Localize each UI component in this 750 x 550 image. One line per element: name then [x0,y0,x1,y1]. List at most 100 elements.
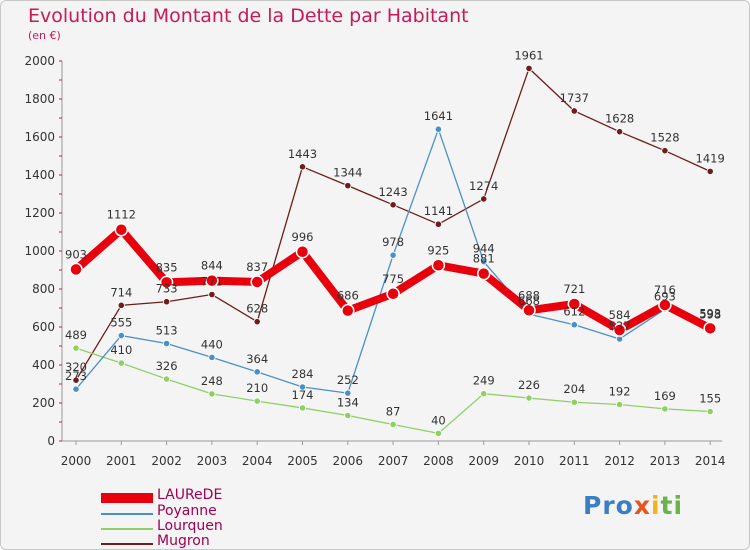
data-point-lourquen [706,407,714,416]
legend-item-mugron: Mugron [101,533,351,549]
x-tick-label: 2004 [242,454,273,468]
x-tick-label: 2013 [650,454,681,468]
data-label-lourquen: 155 [699,392,721,406]
data-point-lourquen [480,390,488,398]
data-label-lourquen: 169 [654,389,676,403]
data-label-mugron: 628 [246,302,268,316]
data-label-mugron: 771 [201,275,223,289]
data-point-laurede [612,323,627,337]
x-tick-label: 2010 [514,454,545,468]
data-label-lourquen: 40 [431,413,446,427]
legend-label-poyanne: Poyanne [157,503,217,519]
data-label-lourquen: 248 [201,374,223,388]
data-label-lourquen: 210 [246,381,268,395]
x-tick-label: 2014 [695,454,726,468]
data-label-mugron: 1141 [424,204,453,218]
data-point-mugron [434,220,442,228]
data-point-mugron [72,376,80,384]
y-tick-label: 1200 [24,206,55,220]
data-point-lourquen [389,420,397,429]
y-tick-label: 2000 [24,54,55,68]
data-label-poyanne: 284 [292,367,314,381]
data-label-mugron: 1443 [288,147,317,161]
data-point-lourquen [72,344,80,352]
data-labels: 320 714 733 771 628 1443 1344 1243 1141 1274 1961 1… [65,48,725,427]
x-tick-label: 2011 [559,454,590,468]
data-point-lourquen [208,390,216,398]
data-point-mugron [344,182,352,190]
data-label-laurede: 837 [246,260,268,274]
data-label-mugron: 714 [110,285,132,299]
data-point-lourquen [344,411,352,420]
data-point-laurede [703,321,717,336]
series-lines [69,64,717,437]
chart-subtitle: (en €) [28,29,61,42]
data-point-poyanne [117,331,125,340]
legend-label-lourquen: Lourquen [157,518,223,534]
y-tick-label: 1000 [24,244,55,258]
data-label-mugron: 320 [65,360,87,374]
y-tick-label: 800 [32,282,55,296]
x-tick-label: 2002 [151,454,182,468]
data-label-laurede: 835 [156,260,178,274]
x-tick-label: 2000 [61,454,92,468]
data-point-lourquen [117,359,125,367]
data-point-poyanne [72,385,80,393]
y-tick-label: 600 [32,320,55,334]
data-point-lourquen [615,400,624,409]
data-point-laurede [341,303,355,318]
data-point-mugron [163,298,171,306]
data-label-mugron: 1419 [696,151,725,165]
data-label-laurede: 686 [337,289,359,303]
data-label-mugron: 1344 [333,166,362,180]
data-point-laurede [250,275,264,289]
y-tick-label: 0 [47,434,55,448]
legend-item-poyanne: Poyanne [101,503,351,521]
x-tick-label: 2003 [197,454,228,468]
proxiti-logo: Proxiti [583,491,684,520]
y-tick-label: 1400 [24,168,55,182]
data-label-lourquen: 489 [65,328,87,342]
data-point-poyanne [163,339,171,348]
data-label-mugron: 1243 [378,185,407,199]
data-label-poyanne: 513 [156,324,178,338]
data-label-laurede: 688 [518,288,540,302]
legend-item-lourquen: Lourquen [101,518,351,536]
data-point-laurede [431,258,446,272]
data-label-laurede: 881 [473,252,495,266]
data-label-laurede: 721 [563,282,585,296]
y-tick-label: 1800 [24,92,55,106]
data-point-lourquen [163,375,171,383]
data-point-mugron [661,147,669,155]
data-label-poyanne: 1641 [424,109,453,123]
data-label-mugron: 1274 [469,179,498,193]
legend-item-laurede: LAUReDE [101,487,351,505]
data-label-lourquen: 249 [473,374,495,388]
y-tick-label: 200 [32,396,55,410]
data-label-laurede: 996 [292,230,314,244]
data-label-poyanne: 364 [246,352,268,366]
data-label-laurede: 584 [609,308,631,322]
data-point-laurede [159,275,174,290]
legend-swatch-laurede [101,493,153,503]
data-label-poyanne: 440 [201,337,223,351]
data-point-mugron [208,290,216,299]
data-label-lourquen: 204 [563,382,585,396]
data-point-laurede [658,298,672,312]
data-label-lourquen: 174 [292,388,314,402]
data-point-laurede [205,273,219,288]
data-point-mugron [615,128,624,136]
data-label-mugron: 1961 [514,48,543,62]
data-point-mugron [117,301,125,309]
data-point-laurede [295,245,310,259]
data-point-laurede [522,303,536,318]
x-tick-label: 2009 [468,454,499,468]
x-tick-label: 2008 [423,454,454,468]
data-label-lourquen: 87 [386,404,401,418]
data-label-laurede: 716 [654,283,676,297]
data-label-mugron: 1628 [605,112,634,126]
chart-title: Evolution du Montant de la Dette par Hab… [28,5,469,27]
data-point-lourquen [253,397,261,405]
data-point-poyanne [434,125,442,133]
data-label-laurede: 775 [382,272,404,286]
